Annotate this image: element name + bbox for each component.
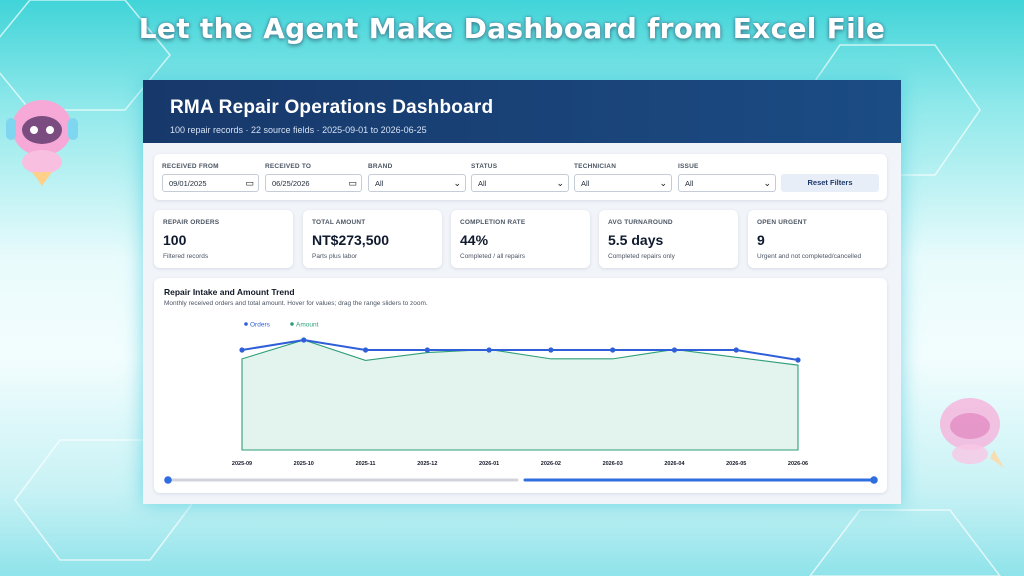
kpi-card-avg-turnaround: AVG TURNAROUND 5.5 days Completed repair… bbox=[599, 210, 738, 268]
kpi-value: 100 bbox=[163, 232, 187, 248]
kpi-value: 9 bbox=[757, 232, 765, 248]
technician-filter: TECHNICIAN All ⌄ bbox=[574, 163, 672, 192]
chevron-down-icon: ⌄ bbox=[659, 178, 667, 188]
amount-area bbox=[241, 339, 799, 451]
received-from-filter: RECEIVED FROM 09/01/2025 ▭ bbox=[162, 163, 259, 192]
orders-point bbox=[795, 357, 801, 363]
chart-subtitle: Monthly received orders and total amount… bbox=[164, 300, 428, 307]
dashboard-window: RMA Repair Operations Dashboard 100 repa… bbox=[143, 80, 901, 504]
x-tick-label: 2026-05 bbox=[726, 461, 746, 467]
kpi-label: AVG TURNAROUND bbox=[608, 219, 673, 226]
kpi-value: NT$273,500 bbox=[312, 232, 390, 248]
brand-select[interactable]: All ⌄ bbox=[368, 174, 466, 192]
issue-select[interactable]: All ⌄ bbox=[678, 174, 776, 192]
range-slider-end-handle[interactable] bbox=[870, 476, 878, 484]
received-from-value: 09/01/2025 bbox=[169, 179, 207, 188]
trend-chart-card: Repair Intake and Amount Trend Monthly r… bbox=[154, 278, 887, 493]
robot-mascot-right-icon bbox=[940, 398, 1004, 468]
chart-title: Repair Intake and Amount Trend bbox=[164, 287, 295, 297]
chevron-down-icon: ⌄ bbox=[556, 178, 564, 188]
banner-title: Let the Agent Make Dashboard from Excel … bbox=[138, 12, 886, 45]
robot-mascot-left-icon bbox=[6, 100, 78, 186]
status-value: All bbox=[478, 179, 487, 188]
orders-point bbox=[239, 347, 245, 353]
x-tick-label: 2026-01 bbox=[479, 461, 499, 467]
range-slider-start-handle[interactable] bbox=[164, 476, 172, 484]
kpi-label: COMPLETION RATE bbox=[460, 219, 526, 226]
kpi-subtext: Completed repairs only bbox=[608, 253, 675, 260]
x-tick-label: 2025-09 bbox=[232, 461, 252, 467]
received-to-value: 06/25/2026 bbox=[272, 179, 310, 188]
kpi-subtext: Completed / all repairs bbox=[460, 253, 526, 260]
kpi-value: 5.5 days bbox=[608, 232, 664, 248]
legend-label-amount: Amount bbox=[296, 322, 319, 329]
received-to-date-input[interactable]: 06/25/2026 ▭ bbox=[265, 174, 362, 192]
legend-marker bbox=[290, 322, 294, 326]
received-to-label: RECEIVED TO bbox=[265, 163, 312, 170]
brand-value: All bbox=[375, 179, 384, 188]
orders-point bbox=[610, 347, 616, 353]
issue-value: All bbox=[685, 179, 694, 188]
kpi-value: 44% bbox=[460, 232, 489, 248]
dashboard-header: RMA Repair Operations Dashboard 100 repa… bbox=[143, 80, 901, 143]
technician-value: All bbox=[581, 179, 590, 188]
x-tick-label: 2026-03 bbox=[603, 461, 623, 467]
technician-select[interactable]: All ⌄ bbox=[574, 174, 672, 192]
legend-marker bbox=[244, 322, 248, 326]
calendar-icon[interactable]: ▭ bbox=[348, 178, 357, 188]
issue-filter: ISSUE All ⌄ bbox=[678, 163, 776, 192]
reset-filters-button[interactable]: Reset Filters bbox=[781, 174, 879, 192]
orders-point bbox=[548, 347, 554, 353]
kpi-label: TOTAL AMOUNT bbox=[312, 219, 366, 226]
kpi-card-total-amount: TOTAL AMOUNT NT$273,500 Parts plus labor bbox=[303, 210, 442, 268]
kpi-card-repair-orders: REPAIR ORDERS 100 Filtered records bbox=[154, 210, 293, 268]
received-from-date-input[interactable]: 09/01/2025 ▭ bbox=[162, 174, 259, 192]
status-select[interactable]: All ⌄ bbox=[471, 174, 569, 192]
status-filter: STATUS All ⌄ bbox=[471, 163, 569, 192]
kpi-label: OPEN URGENT bbox=[757, 219, 807, 226]
kpi-subtext: Parts plus labor bbox=[312, 253, 358, 260]
orders-point bbox=[733, 347, 739, 353]
orders-point bbox=[486, 347, 492, 353]
orders-point bbox=[301, 337, 307, 343]
legend-label-orders: Orders bbox=[250, 322, 271, 329]
kpi-card-completion-rate: COMPLETION RATE 44% Completed / all repa… bbox=[451, 210, 590, 268]
kpi-subtext: Urgent and not completed/cancelled bbox=[757, 253, 862, 260]
orders-point bbox=[362, 347, 369, 353]
chevron-down-icon: ⌄ bbox=[763, 178, 771, 188]
trend-chart[interactable]: Orders Amount 2025-09 2025-10 2025-11 2025-12… bbox=[154, 278, 887, 493]
issue-label: ISSUE bbox=[678, 163, 699, 170]
orders-line bbox=[241, 338, 799, 361]
x-tick-label: 2025-11 bbox=[356, 461, 376, 467]
kpi-label: REPAIR ORDERS bbox=[163, 219, 220, 226]
orders-point bbox=[671, 347, 678, 353]
received-from-label: RECEIVED FROM bbox=[162, 163, 219, 170]
x-tick-label: 2025-10 bbox=[294, 461, 314, 467]
page-subtitle: 100 repair records · 22 source fields · … bbox=[170, 125, 427, 135]
x-tick-label: 2026-02 bbox=[541, 461, 561, 467]
page-title: RMA Repair Operations Dashboard bbox=[170, 97, 494, 118]
technician-label: TECHNICIAN bbox=[574, 163, 617, 170]
orders-point bbox=[424, 347, 430, 353]
kpi-subtext: Filtered records bbox=[163, 253, 209, 260]
calendar-icon[interactable]: ▭ bbox=[245, 178, 254, 188]
received-to-filter: RECEIVED TO 06/25/2026 ▭ bbox=[265, 163, 362, 192]
kpi-card-open-urgent: OPEN URGENT 9 Urgent and not completed/c… bbox=[748, 210, 887, 268]
x-tick-label: 2026-04 bbox=[664, 461, 685, 467]
x-tick-label: 2026-06 bbox=[788, 461, 808, 467]
chevron-down-icon: ⌄ bbox=[453, 178, 461, 188]
x-tick-label: 2025-12 bbox=[417, 461, 437, 467]
filter-bar: RECEIVED FROM 09/01/2025 ▭ RECEIVED TO 0… bbox=[154, 154, 887, 200]
status-label: STATUS bbox=[471, 163, 498, 170]
brand-filter: BRAND All ⌄ bbox=[368, 163, 466, 192]
brand-label: BRAND bbox=[368, 163, 393, 170]
